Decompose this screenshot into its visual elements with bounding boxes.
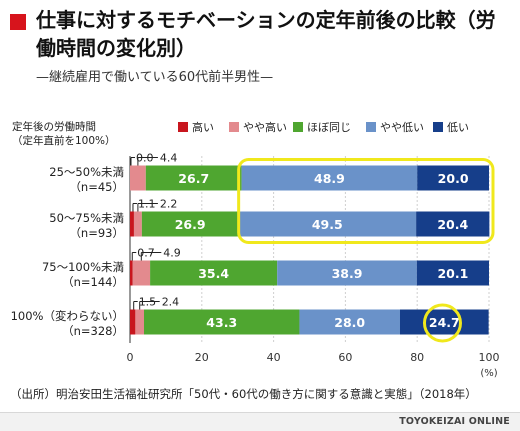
row-header-line: 定年後の労働時間 xyxy=(12,120,96,133)
highlight-circle xyxy=(422,303,462,343)
x-tick-label: 60 xyxy=(338,351,352,364)
category-n-label: （n=93） xyxy=(69,226,124,240)
bar-value-label: 48.9 xyxy=(314,171,345,186)
bar-segment xyxy=(144,309,300,335)
x-tick-label: 100 xyxy=(479,351,500,364)
bar-segment xyxy=(150,260,278,286)
bar-value-label: 28.0 xyxy=(334,315,365,330)
bar-segment xyxy=(130,211,134,237)
callout-value-label: 2.2 xyxy=(160,198,178,211)
title-accent-mark xyxy=(10,14,26,30)
bar-value-label: 26.7 xyxy=(178,171,209,186)
legend-label: ほぼ同じ xyxy=(307,121,351,134)
bar-value-label: 20.4 xyxy=(437,217,468,232)
bar-segment xyxy=(132,260,151,286)
category-n-label: （n=144） xyxy=(62,275,124,289)
callout-value-label: 4.4 xyxy=(160,152,178,165)
bar-segment xyxy=(130,165,146,191)
bar-segment xyxy=(130,309,136,335)
highlight-box xyxy=(237,158,495,244)
x-tick-label: 0 xyxy=(127,351,134,364)
legend-swatch xyxy=(178,122,188,132)
bar-segment xyxy=(299,309,400,335)
legend-swatch xyxy=(293,122,303,132)
bar-value-label: 43.3 xyxy=(206,315,237,330)
legend-label: やや高い xyxy=(243,120,287,134)
legend-label: やや低い xyxy=(380,121,424,134)
bar-value-label: 24.7 xyxy=(429,315,460,330)
bar-segment xyxy=(277,260,417,286)
callout-value-label: 2.4 xyxy=(162,296,180,309)
bar-value-label: 20.1 xyxy=(437,266,468,281)
row-header-line: （定年直前を100%） xyxy=(12,134,116,147)
category-label: 75〜100%未満 xyxy=(42,260,124,274)
brand-label: TOYOKEIZAI ONLINE xyxy=(399,416,510,427)
bar-segment xyxy=(133,211,142,237)
source-note: （出所）明治安田生活福祉研究所「50代・60代の働き方に関する意識と実態」（20… xyxy=(10,387,477,401)
bar-segment xyxy=(416,211,490,237)
stacked-bar-chart: 定年後の労働時間（定年直前を100%） 高い やや高い ほぼ同じ やや低い 低い 0 20 40… xyxy=(11,120,500,379)
legend-swatch xyxy=(433,122,443,132)
bar-segment xyxy=(145,165,242,191)
page-subtitle: —継続雇用で働いている60代前半男性— xyxy=(36,70,274,85)
x-tick-label: 40 xyxy=(267,351,281,364)
legend-label: 高い xyxy=(192,120,214,134)
callout-value-label: 4.9 xyxy=(163,247,181,260)
bar-segment xyxy=(416,260,489,286)
legend-label: 低い xyxy=(447,121,469,134)
category-label: 25〜50%未満 xyxy=(49,165,124,179)
bar-value-label: 49.5 xyxy=(312,217,343,232)
x-tick-label: 80 xyxy=(410,351,424,364)
bar-value-label: 35.4 xyxy=(198,266,229,281)
category-n-label: （n=45） xyxy=(69,180,124,194)
x-tick-label: 20 xyxy=(195,351,209,364)
bar-value-label: 38.9 xyxy=(332,266,363,281)
bar-segment xyxy=(135,309,145,335)
brand-bar: TOYOKEIZAI ONLINE xyxy=(0,412,520,431)
page-title: 仕事に対するモチベーションの定年前後の比較（労働時間の変化別） xyxy=(36,8,496,60)
bar-segment xyxy=(238,211,417,237)
bar-value-label: 26.9 xyxy=(175,217,206,232)
bar-value-label: 20.0 xyxy=(438,171,469,186)
bar-segment xyxy=(417,165,489,191)
legend-swatch xyxy=(229,122,239,132)
x-unit-label: (%) xyxy=(480,368,497,379)
bar-segment xyxy=(399,309,489,335)
bar-segment xyxy=(241,165,418,191)
category-label: 50〜75%未満 xyxy=(49,211,124,225)
bar-segment xyxy=(130,260,133,286)
category-n-label: （n=328） xyxy=(62,324,124,338)
legend-swatch xyxy=(366,122,376,132)
bar-segment xyxy=(141,211,239,237)
category-label: 100%（変わらない） xyxy=(11,309,124,323)
